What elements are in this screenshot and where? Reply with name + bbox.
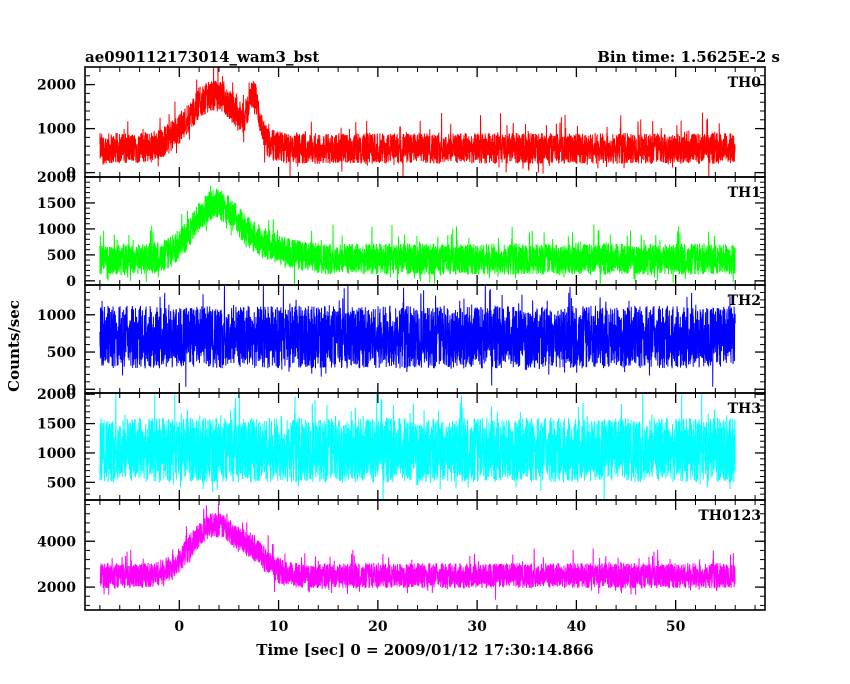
y-axis-label: Counts/sec bbox=[5, 300, 23, 392]
y-tick-label: 4000 bbox=[37, 534, 76, 550]
series-label-th3: TH3 bbox=[728, 401, 761, 417]
x-tick-label: 50 bbox=[666, 619, 686, 635]
y-tick-label: 0 bbox=[66, 382, 76, 398]
x-tick-label: 40 bbox=[567, 619, 587, 635]
x-tick-label: 0 bbox=[174, 619, 184, 635]
y-tick-label: 1000 bbox=[37, 446, 76, 462]
x-tick-label: 10 bbox=[269, 619, 289, 635]
y-tick-label: 1500 bbox=[37, 417, 76, 433]
series-label-th0: TH0 bbox=[728, 75, 762, 91]
series-trace-th1 bbox=[99, 185, 736, 285]
series-trace-th0123 bbox=[99, 504, 736, 600]
y-tick-label: 1000 bbox=[37, 222, 76, 238]
series-trace-th3 bbox=[99, 393, 736, 500]
y-tick-label: 2000 bbox=[37, 78, 76, 94]
x-tick-label: 30 bbox=[467, 619, 487, 635]
series-trace-th2 bbox=[99, 285, 736, 387]
chart-title-right: Bin time: 1.5625E-2 s bbox=[597, 48, 780, 66]
y-tick-label: 2000 bbox=[37, 170, 76, 186]
x-axis-label: Time [sec] 0 = 2009/01/12 17:30:14.866 bbox=[256, 641, 593, 659]
series-trace-th0 bbox=[99, 67, 736, 177]
y-tick-label: 1000 bbox=[37, 122, 76, 138]
y-tick-label: 0 bbox=[66, 274, 76, 290]
y-tick-label: 2000 bbox=[37, 580, 76, 596]
chart-title-left: ae090112173014_wam3_bst bbox=[85, 48, 319, 66]
y-tick-label: 2000 bbox=[37, 387, 76, 403]
series-label-th0123: TH0123 bbox=[698, 508, 761, 524]
panel-frame-th0123 bbox=[84, 499, 766, 611]
series-label-th1: TH1 bbox=[728, 185, 761, 201]
y-tick-label: 1000 bbox=[37, 308, 76, 324]
series-label-th2: TH2 bbox=[728, 293, 761, 309]
y-tick-label: 0 bbox=[66, 166, 76, 182]
y-tick-label: 500 bbox=[47, 475, 76, 491]
x-tick-label: 20 bbox=[368, 619, 388, 635]
y-tick-label: 500 bbox=[47, 345, 76, 361]
y-tick-label: 1500 bbox=[37, 196, 76, 212]
y-tick-label: 500 bbox=[47, 248, 76, 264]
